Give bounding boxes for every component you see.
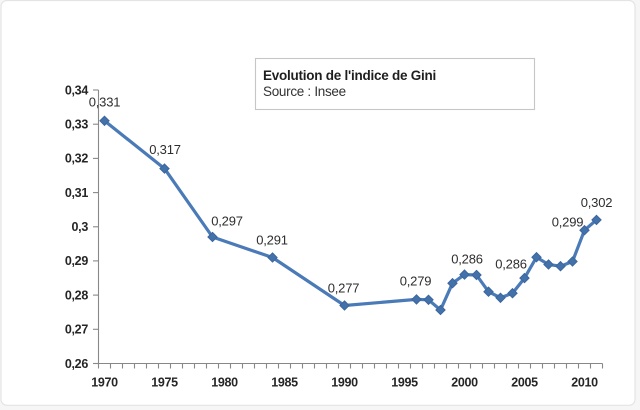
svg-text:0,331: 0,331 (89, 95, 121, 110)
svg-text:0,317: 0,317 (149, 142, 181, 157)
svg-text:1985: 1985 (271, 376, 298, 390)
svg-text:0,299: 0,299 (552, 215, 584, 230)
svg-text:0,26: 0,26 (65, 357, 88, 371)
svg-text:2005: 2005 (511, 376, 538, 390)
svg-text:0,33: 0,33 (65, 118, 88, 132)
svg-text:0,27: 0,27 (65, 323, 88, 337)
svg-text:1990: 1990 (331, 376, 358, 390)
svg-text:0,297: 0,297 (211, 214, 243, 229)
svg-text:0,291: 0,291 (256, 233, 288, 248)
svg-text:1970: 1970 (91, 376, 118, 390)
svg-text:0,31: 0,31 (65, 186, 88, 200)
svg-text:0,286: 0,286 (451, 252, 483, 267)
svg-text:1995: 1995 (391, 376, 418, 390)
svg-text:1980: 1980 (211, 376, 238, 390)
svg-text:0,286: 0,286 (495, 257, 527, 272)
svg-text:Source : Insee: Source : Insee (263, 84, 346, 99)
svg-text:2000: 2000 (451, 376, 478, 390)
svg-text:0,279: 0,279 (400, 274, 432, 289)
svg-text:0,28: 0,28 (65, 288, 88, 302)
svg-text:0,277: 0,277 (328, 281, 360, 296)
svg-text:1975: 1975 (151, 376, 178, 390)
svg-text:0,34: 0,34 (65, 83, 88, 97)
svg-text:2010: 2010 (571, 376, 598, 390)
svg-text:0,32: 0,32 (65, 152, 88, 166)
svg-text:0,302: 0,302 (581, 195, 613, 210)
svg-text:0,3: 0,3 (72, 220, 89, 234)
svg-text:0,29: 0,29 (65, 254, 88, 268)
svg-text:Evolution de l'indice de Gini: Evolution de l'indice de Gini (263, 68, 436, 83)
